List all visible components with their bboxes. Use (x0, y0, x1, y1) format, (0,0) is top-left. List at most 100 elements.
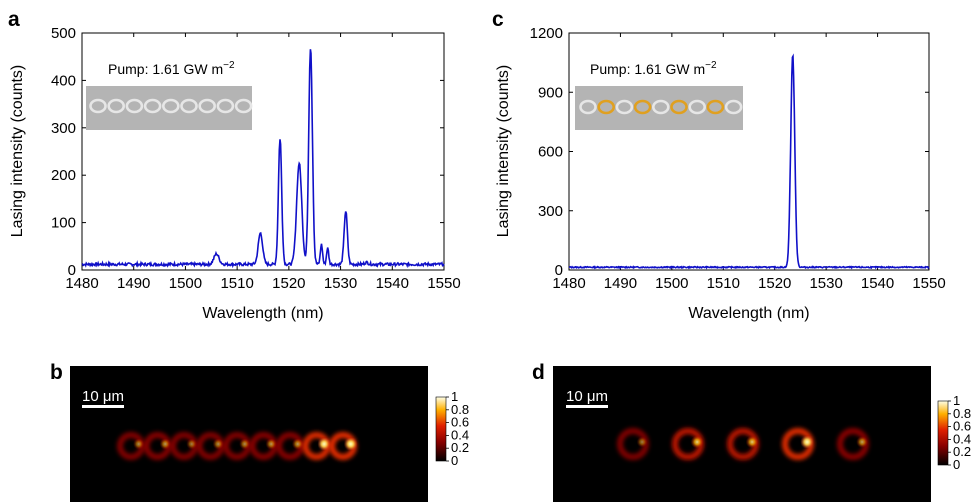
gray-ring (579, 99, 597, 115)
gold-ring (633, 99, 652, 115)
chart-a-xtick-label: 1490 (117, 275, 150, 292)
heatmap-b: 10 μm 10.80.60.40.20 (70, 366, 469, 502)
chart-a-xtick-label: 1520 (272, 275, 305, 292)
gray-ring (688, 99, 707, 115)
chart-c-xtick-label: 1510 (707, 275, 740, 292)
chart-c-xlabel: Wavelength (nm) (688, 305, 809, 322)
colorbar-d-tick-label: 0.4 (953, 431, 971, 446)
pump-a-text: Pump: 1.61 GW m (108, 61, 223, 77)
peak-spot (347, 441, 354, 447)
colorbar-d-tick-label: 0.2 (953, 444, 971, 459)
colorbar-d-tick-label: 1 (953, 393, 960, 408)
panel-label-b: b (50, 361, 63, 384)
gray-ring (234, 98, 253, 114)
chart-c-ytick-label: 600 (538, 144, 563, 161)
colorbar-b-tick-label: 0.6 (451, 415, 469, 430)
panel-label-c: c (492, 8, 504, 31)
chart-c-xtick-label: 1520 (758, 275, 791, 292)
hot-spot (239, 438, 251, 450)
hot-spot (636, 436, 648, 448)
gold-ring (706, 99, 725, 115)
chart-a: 1480 1490 1500 1510 1520 1530 1540 1550 0 100 200 3… (9, 25, 461, 322)
gray-ring (143, 98, 162, 114)
panel-label-d: d (532, 361, 545, 384)
gray-ring (216, 98, 235, 114)
chart-c-ytick-label: 0 (555, 262, 563, 279)
gray-ring (651, 99, 670, 115)
hot-spot (265, 438, 278, 450)
chart-c: 1480 1490 1500 1510 1520 1530 1540 1550 0 300 600 9… (495, 25, 946, 322)
gray-ring (162, 98, 180, 114)
chart-c-ytick-label: 900 (538, 84, 563, 101)
scale-bar-d-label: 10 μm (566, 388, 608, 405)
chart-a-xtick-label: 1530 (324, 275, 357, 292)
gray-ring (89, 98, 107, 114)
hot-spot (745, 435, 759, 449)
chart-a-ytick-label: 400 (51, 72, 76, 89)
hot-spot (186, 438, 198, 450)
chart-a-inset-image (86, 86, 253, 130)
peak-spot (321, 441, 328, 447)
colorbar-b-tick-label: 0 (451, 453, 458, 468)
hot-spot (291, 438, 304, 450)
chart-c-ylabel: Lasing intensity (counts) (495, 65, 512, 238)
chart-a-ytick-label: 100 (51, 215, 76, 232)
chart-c-xtick-label: 1490 (604, 275, 637, 292)
chart-c-inset-image (575, 86, 743, 130)
chart-c-xtick-label: 1480 (552, 275, 585, 292)
chart-a-xtick-label: 1480 (65, 275, 98, 292)
pump-c-text: Pump: 1.61 GW m (590, 61, 705, 77)
colorbar-d (937, 400, 949, 466)
chart-a-xtick-label: 1550 (427, 275, 460, 292)
chart-a-xlabel: Wavelength (nm) (202, 305, 323, 322)
chart-a-ylabel: Lasing intensity (counts) (9, 65, 26, 238)
chart-a-series-line (81, 49, 445, 269)
scale-bar-b-label: 10 μm (82, 388, 124, 405)
colorbar-b-tick-label: 0.2 (451, 440, 469, 455)
gray-ring (107, 98, 125, 114)
chart-c-xtick-label: 1550 (912, 275, 945, 292)
chart-c-xtick-label: 1540 (861, 275, 894, 292)
chart-a-ytick-label: 300 (51, 120, 76, 137)
chart-a-xtick-label: 1540 (376, 275, 409, 292)
colorbar-b-tick-label: 1 (451, 389, 458, 404)
peak-spot (804, 439, 811, 445)
gray-ring (615, 99, 634, 115)
chart-c-pump-annotation: Pump: 1.61 GW m−2 (590, 60, 717, 77)
colorbar-b-tick-label: 0.8 (451, 402, 469, 417)
gold-ring (597, 99, 616, 115)
chart-a-ytick-label: 200 (51, 167, 76, 184)
gray-ring (180, 98, 198, 114)
heatmap-b-background (70, 366, 428, 502)
panel-label-a: a (8, 8, 20, 31)
chart-c-ytick-label: 300 (538, 203, 563, 220)
hot-spot (159, 438, 171, 450)
scale-bar-d (566, 405, 608, 408)
colorbar-b (435, 396, 447, 462)
gold-ring (670, 99, 688, 115)
scale-bar-b (82, 405, 124, 408)
chart-c-xtick-label: 1500 (655, 275, 688, 292)
gray-ring (125, 98, 144, 114)
gray-ring (198, 98, 216, 114)
colorbar-b-tick-label: 0.4 (451, 427, 469, 442)
hot-spot (690, 435, 704, 449)
chart-a-xtick-label: 1510 (220, 275, 253, 292)
chart-a-ytick-label: 500 (51, 25, 76, 42)
pump-a-exponent: −2 (223, 60, 235, 71)
chart-c-ytick-label: 1200 (530, 25, 563, 42)
chart-c-series-line (568, 53, 930, 270)
hot-spot (133, 438, 145, 450)
chart-a-pump-annotation: Pump: 1.61 GW m−2 (108, 60, 235, 77)
chart-a-xtick-label: 1500 (169, 275, 202, 292)
hot-spot (856, 436, 869, 448)
chart-a-ytick-label: 0 (68, 262, 76, 279)
chart-a-frame (81, 32, 445, 271)
chart-c-xtick-label: 1530 (809, 275, 842, 292)
colorbar-d-tick-label: 0.8 (953, 406, 971, 421)
pump-c-exponent: −2 (705, 60, 717, 71)
gray-ring (724, 99, 743, 115)
hot-spot (212, 438, 224, 450)
colorbar-d-tick-label: 0.6 (953, 419, 971, 434)
